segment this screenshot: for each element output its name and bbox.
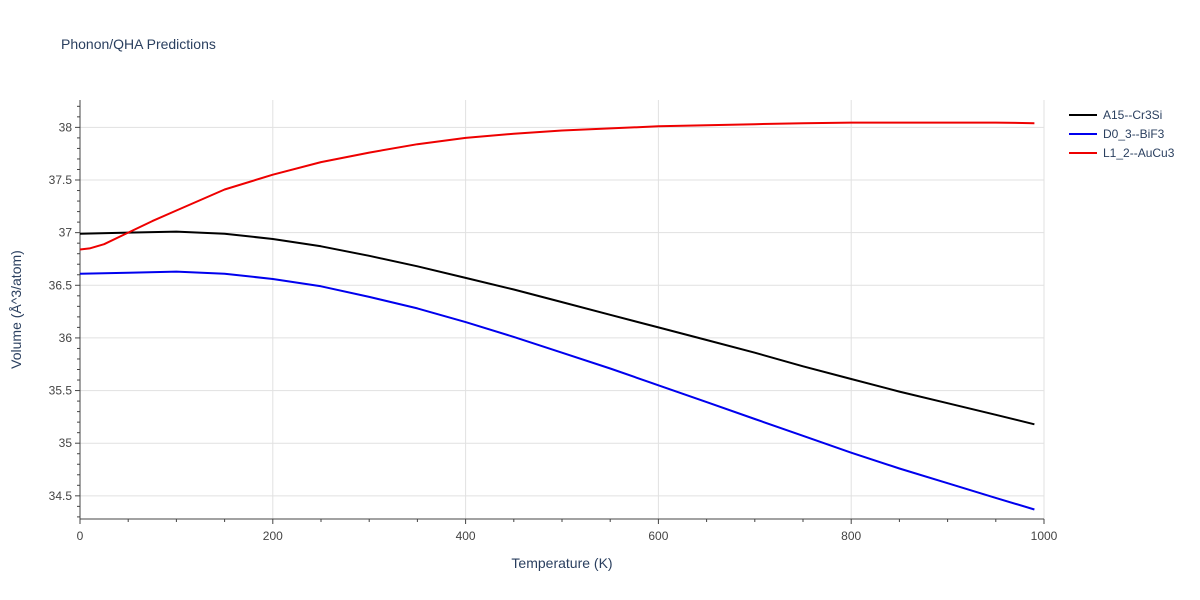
legend-item-label[interactable]: L1_2--AuCu3: [1103, 146, 1175, 160]
y-tick-label: 35: [59, 436, 73, 450]
series-line[interactable]: [79, 121, 1035, 251]
grid: [80, 100, 1045, 519]
y-tick-label: 35.5: [49, 384, 73, 398]
y-tick-label: 38: [59, 120, 73, 134]
series-line[interactable]: [79, 270, 1035, 511]
legend[interactable]: A15--Cr3Si D0_3--BiF3 L1_2--AuCu3: [1069, 108, 1175, 160]
y-tick-label: 37: [59, 226, 73, 240]
plot-area: [79, 121, 1035, 511]
y-tick-label: 34.5: [49, 489, 73, 503]
series-line[interactable]: [79, 230, 1035, 426]
axes: 0 200 400 600 800 1000 34.5 35 35.5 36 36.5 37 37.5 3…: [49, 100, 1058, 543]
x-tick-label: 600: [648, 529, 668, 543]
x-tick-label: 800: [841, 529, 861, 543]
x-tick-label: 200: [263, 529, 283, 543]
legend-item-label[interactable]: D0_3--BiF3: [1103, 127, 1165, 141]
x-tick-label: 0: [77, 529, 84, 543]
y-tick-label: 37.5: [49, 173, 73, 187]
y-tick-label: 36.5: [49, 278, 73, 292]
y-axis-label: Volume (Å^3/atom): [8, 250, 24, 369]
x-tick-label: 400: [456, 529, 476, 543]
y-tick-label: 36: [59, 331, 73, 345]
chart-title: Phonon/QHA Predictions: [61, 36, 216, 52]
legend-item-label[interactable]: A15--Cr3Si: [1103, 108, 1162, 122]
x-tick-label: 1000: [1031, 529, 1058, 543]
x-axis-label: Temperature (K): [511, 555, 612, 571]
